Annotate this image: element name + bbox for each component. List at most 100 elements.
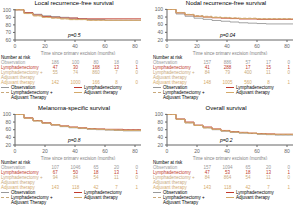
svg-text:20: 20	[194, 43, 200, 49]
html-text:560: 560	[244, 80, 252, 85]
html-text:Adjuvant therapy: Adjuvant therapy	[84, 90, 118, 95]
html-text:100: 100	[71, 60, 80, 65]
html-text:Observation: Observation	[1, 60, 26, 65]
html-text:Observation: Observation	[153, 60, 178, 65]
html-text:186: 186	[51, 60, 59, 65]
svg-text:0: 0	[14, 43, 17, 49]
svg-text:60: 60	[254, 148, 260, 154]
svg-text:Time since primary excision (m: Time since primary excision (months)	[41, 156, 116, 160]
html-text:p=0.04: p=0.04	[219, 32, 236, 38]
svg-text:0: 0	[14, 148, 17, 154]
html-text:Adjuvant therapy: Adjuvant therapy	[153, 80, 187, 85]
html-text:Lymphadenectomy: Lymphadenectomy	[1, 65, 39, 70]
svg-text:80: 80	[157, 14, 163, 20]
html-text:74: 74	[73, 70, 79, 75]
svg-text:60: 60	[102, 43, 108, 49]
html-text:18: 18	[113, 60, 119, 65]
svg-text:60: 60	[157, 21, 163, 27]
html-text:860: 860	[92, 70, 100, 75]
html-text:80: 80	[93, 60, 99, 65]
svg-text:20: 20	[8, 142, 11, 148]
html-text:Nodal recurrence-free survival: Nodal recurrence-free survival	[185, 0, 267, 6]
html-text:Lymphadenectomy + Adjuvant The: Lymphadenectomy + Adjuvant Therapy	[163, 90, 205, 100]
html-text:Lymphadenectomy + Adjuvant the: Lymphadenectomy + Adjuvant therapy	[153, 70, 195, 80]
svg-text:40: 40	[224, 148, 230, 154]
svg-text:60: 60	[102, 148, 108, 154]
html-text:55: 55	[52, 70, 58, 75]
svg-text:80: 80	[8, 22, 11, 28]
svg-text:90: 90	[8, 14, 11, 20]
svg-text:20: 20	[42, 148, 48, 154]
svg-text:20: 20	[157, 142, 163, 148]
html-text:Lymphadenectomy: Lymphadenectomy	[84, 85, 122, 90]
html-text:17: 17	[265, 60, 271, 65]
svg-text:40: 40	[72, 43, 78, 49]
svg-text:20: 20	[157, 37, 163, 43]
svg-text:80: 80	[284, 148, 290, 154]
svg-text:100: 100	[155, 7, 164, 12]
html-text:886: 886	[223, 60, 232, 65]
svg-text:40: 40	[157, 134, 163, 140]
svg-text:80: 80	[132, 148, 138, 154]
html-text:Lymphadenectomy + Adjuvant the: Lymphadenectomy + Adjuvant therapy	[1, 70, 43, 80]
svg-text:0: 0	[166, 148, 169, 154]
html-text:148: 148	[203, 80, 211, 85]
html-text:Lymphadenectomy + Adjuvant the: Lymphadenectomy + Adjuvant therapy	[153, 175, 195, 185]
svg-text:80: 80	[284, 43, 290, 49]
html-text:15: 15	[265, 65, 271, 70]
html-text:47: 47	[52, 65, 58, 70]
html-text:1005: 1005	[222, 80, 233, 85]
svg-text:80: 80	[157, 119, 163, 125]
html-text:17: 17	[245, 65, 251, 70]
html-text:Observation: Observation	[11, 85, 36, 90]
svg-text:0: 0	[166, 43, 169, 49]
svg-text:60: 60	[157, 126, 163, 132]
html-text:Overall survival: Overall survival	[205, 105, 247, 111]
html-text:Adjuvant therapy: Adjuvant therapy	[1, 80, 35, 85]
svg-text:60: 60	[8, 37, 11, 43]
svg-text:40: 40	[8, 134, 11, 140]
html-text:41: 41	[204, 65, 210, 70]
svg-text:100: 100	[8, 7, 11, 13]
html-text:57: 57	[245, 60, 251, 65]
html-text:11: 11	[266, 70, 271, 75]
svg-text:80: 80	[8, 119, 11, 125]
html-text:Lymphadenectomy + Adjuvant The: Lymphadenectomy + Adjuvant Therapy	[163, 195, 205, 205]
html-text:30: 30	[73, 65, 79, 70]
html-text:Local recurrence-free survival: Local recurrence-free survival	[34, 0, 114, 6]
html-text:Number at risk: Number at risk	[153, 55, 183, 60]
html-text:288: 288	[223, 65, 232, 70]
html-text:166: 166	[92, 80, 100, 85]
html-text:p=0.5: p=0.5	[67, 32, 81, 38]
html-text:168: 168	[92, 65, 100, 70]
svg-text:Time since primary excision (m: Time since primary excision (months)	[193, 156, 268, 160]
svg-text:40: 40	[72, 148, 78, 154]
svg-text:60: 60	[8, 126, 11, 132]
svg-text:40: 40	[157, 29, 163, 35]
html-text:Lymphadenectomy: Lymphadenectomy	[153, 65, 191, 70]
html-text:p=0.8: p=0.8	[67, 137, 81, 143]
html-text:Number at risk: Number at risk	[1, 55, 31, 60]
html-text:142: 142	[51, 80, 59, 85]
html-text:p=0.2: p=0.2	[219, 137, 233, 143]
html-text:1000: 1000	[70, 80, 81, 85]
svg-text:40: 40	[224, 43, 230, 49]
svg-text:70: 70	[8, 29, 11, 35]
svg-text:100: 100	[155, 112, 164, 117]
html-text:13: 13	[113, 65, 119, 70]
html-text:Lymphadenectomy + Adjuvant the: Lymphadenectomy + Adjuvant therapy	[1, 175, 43, 185]
svg-text:100: 100	[8, 112, 11, 117]
html-text:84: 84	[204, 70, 210, 75]
svg-text:80: 80	[132, 43, 138, 49]
html-text:Melanoma-specific survival: Melanoma-specific survival	[38, 105, 110, 111]
html-text:Lymphadenectomy + Adjuvant The: Lymphadenectomy + Adjuvant Therapy	[11, 90, 53, 100]
html-text:400: 400	[244, 70, 252, 75]
svg-text:20: 20	[194, 148, 200, 154]
svg-text:60: 60	[254, 43, 260, 49]
svg-text:Time since primary excision (m: Time since primary excision (months)	[41, 51, 116, 55]
html-text:157: 157	[203, 60, 211, 65]
html-text:Lymphadenectomy + Adjuvant The: Lymphadenectomy + Adjuvant Therapy	[11, 195, 53, 205]
html-text:79: 79	[225, 70, 231, 75]
svg-text:Time since primary excision (m: Time since primary excision (months)	[193, 51, 268, 55]
svg-text:20: 20	[42, 43, 48, 49]
